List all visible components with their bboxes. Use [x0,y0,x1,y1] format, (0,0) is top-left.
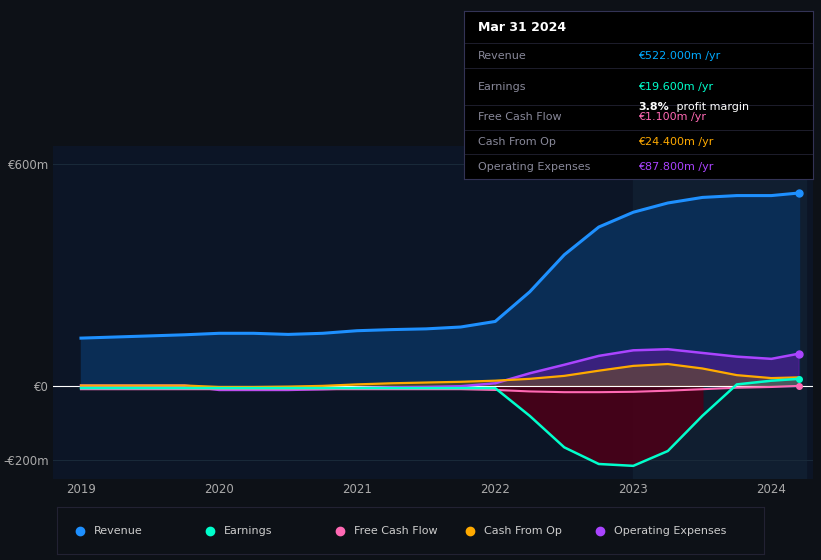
Text: Free Cash Flow: Free Cash Flow [354,526,438,535]
Text: €1.100m /yr: €1.100m /yr [639,113,706,123]
Text: profit margin: profit margin [673,102,750,111]
Text: Free Cash Flow: Free Cash Flow [478,113,562,123]
Text: Revenue: Revenue [94,526,143,535]
Text: €522.000m /yr: €522.000m /yr [639,50,721,60]
Text: Earnings: Earnings [478,82,526,91]
Text: Earnings: Earnings [224,526,273,535]
Text: Cash From Op: Cash From Op [478,137,556,147]
Text: €24.400m /yr: €24.400m /yr [639,137,713,147]
Text: Operating Expenses: Operating Expenses [614,526,727,535]
Text: €19.600m /yr: €19.600m /yr [639,82,713,91]
Text: Operating Expenses: Operating Expenses [478,162,590,172]
Text: 3.8%: 3.8% [639,102,669,111]
Bar [633,146,806,479]
Text: Cash From Op: Cash From Op [484,526,562,535]
Text: Revenue: Revenue [478,50,526,60]
Text: €87.800m /yr: €87.800m /yr [639,162,713,172]
Text: Mar 31 2024: Mar 31 2024 [478,21,566,34]
